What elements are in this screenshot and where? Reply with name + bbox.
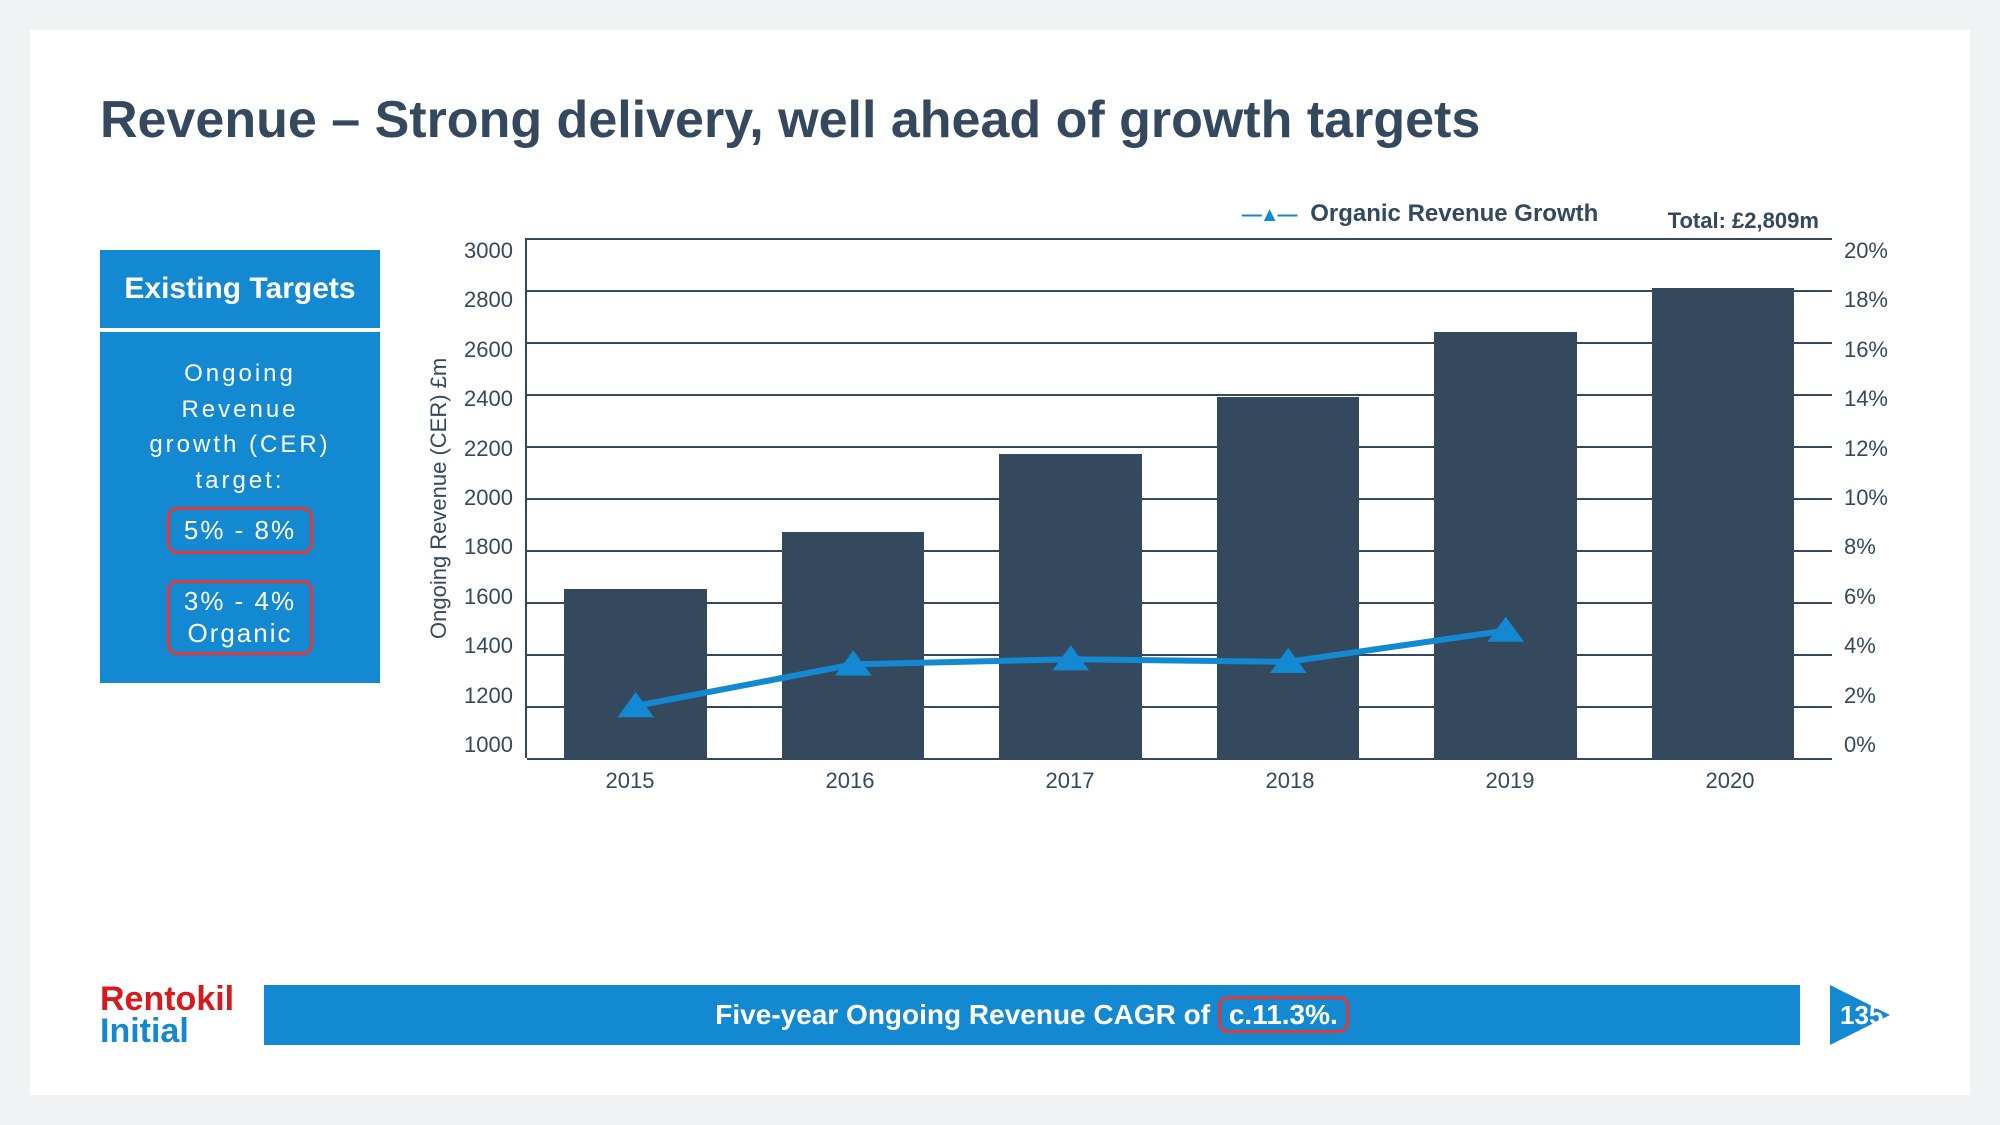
y-left-tick: 2000	[464, 485, 513, 511]
targets-range2-box: 3% - 4% Organic	[167, 580, 313, 655]
footer: Rentokil Initial Five-year Ongoing Reven…	[100, 975, 1900, 1055]
slide: Revenue – Strong delivery, well ahead of…	[30, 30, 1970, 1095]
chart-area: —▲— Organic Revenue Growth Ongoing Reven…	[420, 200, 1900, 794]
gridline	[527, 758, 1832, 760]
targets-header: Existing Targets	[100, 250, 380, 332]
y-right-tick: 8%	[1844, 534, 1888, 560]
y-right-tick: 14%	[1844, 386, 1888, 412]
footer-highlight: c.11.3%.	[1218, 996, 1349, 1033]
content-row: Existing Targets Ongoing Revenue growth …	[100, 200, 1900, 794]
targets-line3: growth (CER)	[118, 428, 362, 462]
footer-text-pre: Five-year Ongoing Revenue CAGR of	[715, 999, 1210, 1030]
x-axis: 2015 2016 2017 2018 2019 2020	[420, 758, 1900, 794]
y-left-tick: 2600	[464, 337, 513, 363]
targets-panel: Existing Targets Ongoing Revenue growth …	[100, 250, 380, 683]
y-left-labels: 3000 2800 2600 2400 2200 2000 1800 1600 1400 1200…	[452, 238, 525, 758]
total-label: Total: £2,809m	[1668, 208, 1819, 234]
y-left-tick: 3000	[464, 238, 513, 264]
x-tick: 2019	[1418, 768, 1603, 794]
x-labels: 2015 2016 2017 2018 2019 2020	[520, 768, 1840, 794]
targets-line1: Ongoing	[118, 357, 362, 391]
chart-wrap: Ongoing Revenue (CER) £m 3000 2800 2600 240…	[420, 238, 1900, 758]
y-left-tick: 1600	[464, 584, 513, 610]
y-right-tick: 18%	[1844, 287, 1888, 313]
targets-range2-label: Organic	[184, 617, 296, 650]
page-number: 135	[1840, 1000, 1883, 1031]
y-right-tick: 16%	[1844, 337, 1888, 363]
x-tick: 2018	[1198, 768, 1383, 794]
chart-plot: Total: £2,809m	[525, 238, 1832, 758]
y-right-tick: 2%	[1844, 683, 1888, 709]
targets-line4: target:	[118, 464, 362, 498]
slide-title: Revenue – Strong delivery, well ahead of…	[100, 90, 1900, 150]
footer-bar: Five-year Ongoing Revenue CAGR of c.11.3…	[264, 985, 1800, 1045]
line-series	[527, 238, 1832, 758]
y-left-tick: 1000	[464, 732, 513, 758]
triangle-icon: —▲—	[1242, 204, 1296, 226]
y-right-tick: 0%	[1844, 732, 1888, 758]
x-tick: 2016	[758, 768, 943, 794]
brand-top: Rentokil	[100, 983, 234, 1015]
y-left-tick: 2800	[464, 287, 513, 313]
targets-body: Ongoing Revenue growth (CER) target: 5% …	[100, 332, 380, 683]
page-arrow: 135	[1830, 975, 1900, 1055]
x-tick: 2020	[1638, 768, 1823, 794]
targets-range2: 3% - 4%	[184, 585, 296, 618]
x-tick: 2017	[978, 768, 1163, 794]
y-right-labels: 20% 18% 16% 14% 12% 10% 8% 6% 4% 2% 0%	[1832, 238, 1900, 758]
triangle-marker-icon	[1487, 617, 1524, 642]
y-left-tick: 1200	[464, 683, 513, 709]
y-right-tick: 4%	[1844, 633, 1888, 659]
y-right-tick: 6%	[1844, 584, 1888, 610]
x-tick: 2015	[538, 768, 723, 794]
brand-bottom: Initial	[100, 1015, 234, 1047]
y-left-tick: 1800	[464, 534, 513, 560]
y-left-tick: 2200	[464, 436, 513, 462]
targets-line2: Revenue	[118, 393, 362, 427]
y-right-tick: 20%	[1844, 238, 1888, 264]
y-right-tick: 12%	[1844, 436, 1888, 462]
y-left-tick: 2400	[464, 386, 513, 412]
brand-logo: Rentokil Initial	[100, 983, 234, 1048]
y-left-tick: 1400	[464, 633, 513, 659]
legend-label: Organic Revenue Growth	[1310, 200, 1598, 227]
y-right-tick: 10%	[1844, 485, 1888, 511]
y-axis-title: Ongoing Revenue (CER) £m	[420, 238, 452, 758]
targets-range1: 5% - 8%	[167, 507, 313, 553]
